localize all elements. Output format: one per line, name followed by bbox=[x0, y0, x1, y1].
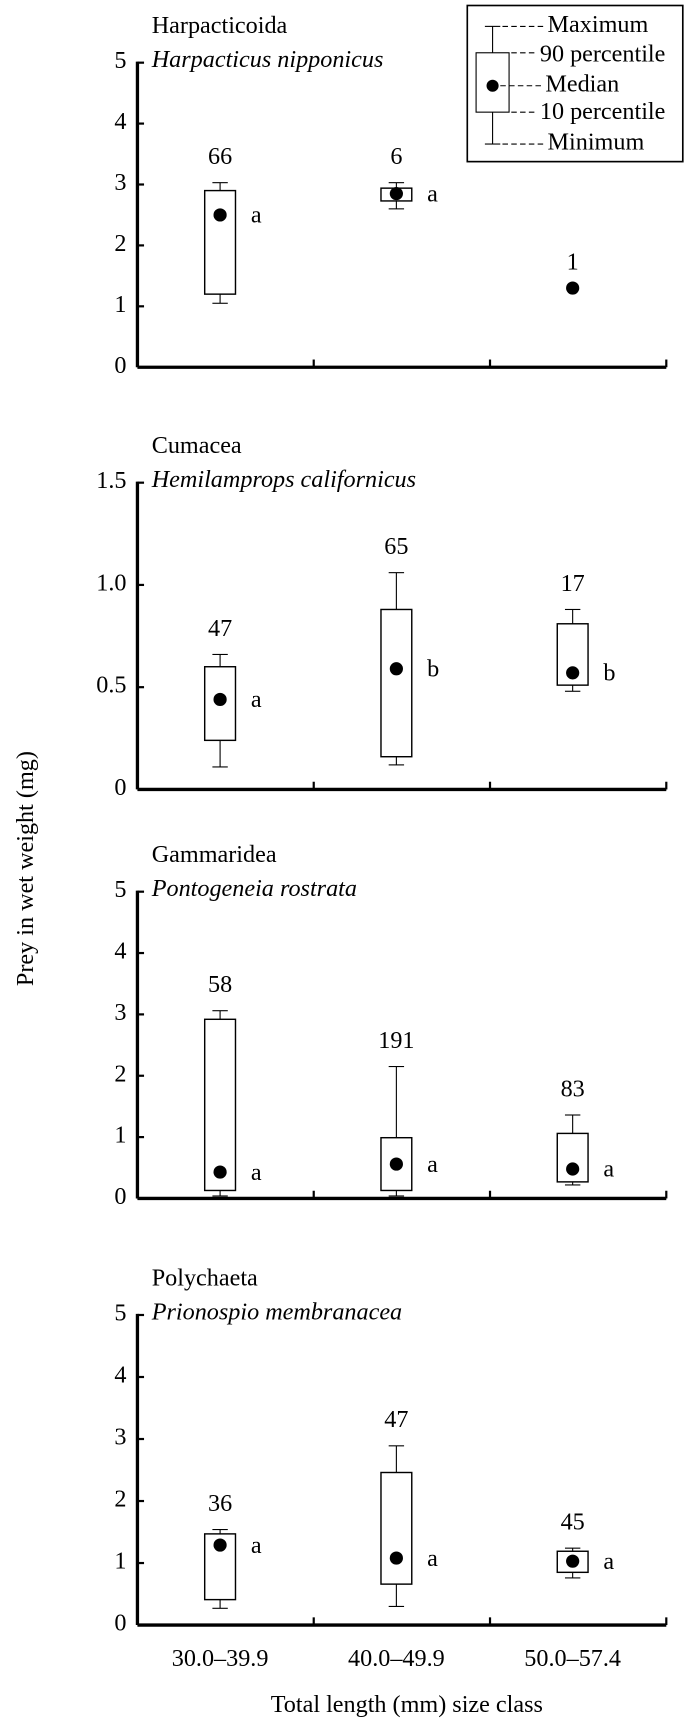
legend-leaders bbox=[500, 25, 545, 145]
group-letter: b bbox=[603, 660, 615, 687]
box bbox=[203, 1018, 237, 1192]
y-tick-label: 0 bbox=[114, 774, 126, 801]
sample-size: 6 bbox=[390, 143, 402, 170]
y-tick-label: 1 bbox=[114, 1122, 126, 1149]
median bbox=[566, 1162, 580, 1176]
group-letter: a bbox=[427, 180, 438, 207]
panel-title: Harpacticoida bbox=[152, 12, 288, 39]
legend-label: Minimum bbox=[548, 129, 645, 156]
y-tick-label: 0.5 bbox=[96, 672, 126, 699]
sample-size: 58 bbox=[208, 971, 232, 998]
sample-size: 17 bbox=[561, 570, 585, 597]
panel-title: Polychaeta bbox=[152, 1264, 258, 1291]
median bbox=[566, 666, 580, 680]
sample-size: 47 bbox=[384, 1406, 408, 1433]
median bbox=[389, 187, 403, 201]
y-tick-label: 1.0 bbox=[96, 569, 126, 596]
y-tick-label: 5 bbox=[114, 1300, 126, 1327]
group-letter: a bbox=[427, 1151, 438, 1178]
median bbox=[566, 281, 580, 295]
median bbox=[389, 662, 403, 676]
sample-size: 36 bbox=[208, 1490, 232, 1517]
sample-size: 47 bbox=[208, 615, 232, 642]
panel-subtitle: Pontogeneia rostrata bbox=[151, 875, 357, 902]
group-letter: a bbox=[603, 1548, 614, 1575]
y-tick-label: 3 bbox=[114, 169, 126, 196]
y-tick-label: 2 bbox=[114, 230, 126, 257]
group-letter: a bbox=[251, 1159, 262, 1186]
group-letter: a bbox=[603, 1156, 614, 1183]
x-tick-label: 30.0–39.9 bbox=[172, 1645, 269, 1672]
y-tick-label: 4 bbox=[114, 108, 126, 135]
sample-size: 83 bbox=[561, 1075, 585, 1102]
median bbox=[389, 1157, 403, 1171]
y-tick-label: 0 bbox=[114, 1610, 126, 1637]
group-letter: a bbox=[427, 1545, 438, 1572]
y-tick-label: 4 bbox=[114, 1362, 126, 1389]
box bbox=[380, 1471, 413, 1585]
legend-dot bbox=[486, 79, 499, 92]
panel-title: Cumacea bbox=[152, 432, 242, 459]
group-letter: a bbox=[251, 1532, 262, 1559]
legend-label: Median bbox=[545, 70, 619, 97]
panel-title: Gammaridea bbox=[152, 841, 277, 868]
median bbox=[566, 1554, 580, 1568]
panel-subtitle: Harpacticus nipponicus bbox=[151, 46, 384, 73]
legend-label: 10 percentile bbox=[540, 98, 666, 125]
box bbox=[380, 608, 413, 758]
y-tick-label: 3 bbox=[114, 1424, 126, 1451]
y-tick-label: 5 bbox=[114, 47, 126, 74]
y-tick-label: 5 bbox=[114, 876, 126, 903]
y-tick-label: 2 bbox=[114, 1060, 126, 1087]
median bbox=[389, 1551, 403, 1565]
median bbox=[213, 1538, 227, 1552]
y-tick-label: 1.5 bbox=[96, 467, 126, 494]
sample-size: 45 bbox=[561, 1509, 585, 1536]
panel-subtitle: Hemilamprops californicus bbox=[151, 466, 416, 493]
y-tick-label: 0 bbox=[114, 352, 126, 379]
y-tick-label: 2 bbox=[114, 1486, 126, 1513]
x-axis-label: Total length (mm) size class bbox=[271, 1691, 543, 1718]
group-letter: a bbox=[251, 202, 262, 229]
y-tick-label: 3 bbox=[114, 999, 126, 1026]
sample-size: 66 bbox=[208, 143, 232, 170]
median bbox=[213, 208, 227, 222]
box bbox=[203, 189, 237, 295]
y-tick-label: 1 bbox=[114, 291, 126, 318]
group-letter: a bbox=[251, 686, 262, 713]
median bbox=[213, 692, 227, 707]
panel-subtitle: Prionospio membranacea bbox=[151, 1298, 402, 1325]
y-axis-label: Prey in wet weight (mg) bbox=[12, 751, 39, 986]
x-tick-label: 50.0–57.4 bbox=[524, 1645, 621, 1672]
legend: Maximum 90 percentile Median 10 percenti… bbox=[466, 4, 684, 163]
y-tick-label: 4 bbox=[114, 938, 126, 965]
sample-size: 65 bbox=[384, 533, 408, 560]
sample-size: 191 bbox=[378, 1027, 414, 1054]
x-tick-label: 40.0–49.9 bbox=[348, 1645, 445, 1672]
y-tick-label: 0 bbox=[114, 1183, 126, 1210]
y-tick-label: 1 bbox=[114, 1548, 126, 1575]
median bbox=[213, 1165, 227, 1179]
sample-size: 1 bbox=[567, 248, 579, 275]
legend-label: Maximum bbox=[548, 11, 649, 38]
group-letter: b bbox=[427, 656, 439, 683]
legend-label: 90 percentile bbox=[540, 41, 666, 68]
